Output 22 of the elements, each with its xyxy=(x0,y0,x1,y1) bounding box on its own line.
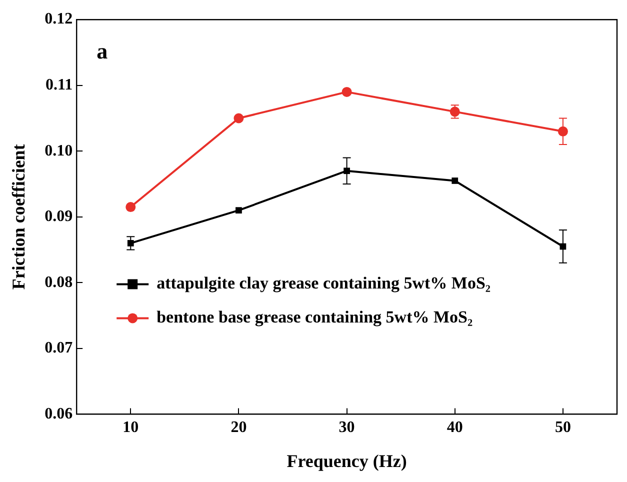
annotation: a xyxy=(96,38,108,64)
x-tick-label: 40 xyxy=(446,418,463,436)
point xyxy=(342,86,352,97)
x-tick-label: 20 xyxy=(230,418,247,436)
point xyxy=(126,202,136,212)
y-axis-title: Friction coefficient xyxy=(8,144,28,290)
y-tick-label: 0.10 xyxy=(44,142,73,160)
y-tick-label: 0.09 xyxy=(44,208,73,226)
x-axis-title: Frequency (Hz) xyxy=(286,450,407,471)
x-tick-label: 10 xyxy=(122,418,139,436)
point xyxy=(236,207,242,214)
y-tick-label: 0.12 xyxy=(44,10,73,28)
y-tick-label: 0.06 xyxy=(44,405,73,422)
point xyxy=(234,113,244,124)
legend-label: bentone base grease containing 5wt% MoS₂ xyxy=(156,308,473,327)
y-tick-label: 0.08 xyxy=(44,274,73,291)
y-tick-label: 0.07 xyxy=(44,340,73,357)
y-tick-label: 0.11 xyxy=(45,76,73,94)
x-tick-label: 30 xyxy=(338,418,355,436)
x-tick-label: 50 xyxy=(554,418,571,436)
point xyxy=(452,178,458,184)
legend-label: attapulgite clay grease containing 5wt% MoS₂ xyxy=(156,274,491,293)
